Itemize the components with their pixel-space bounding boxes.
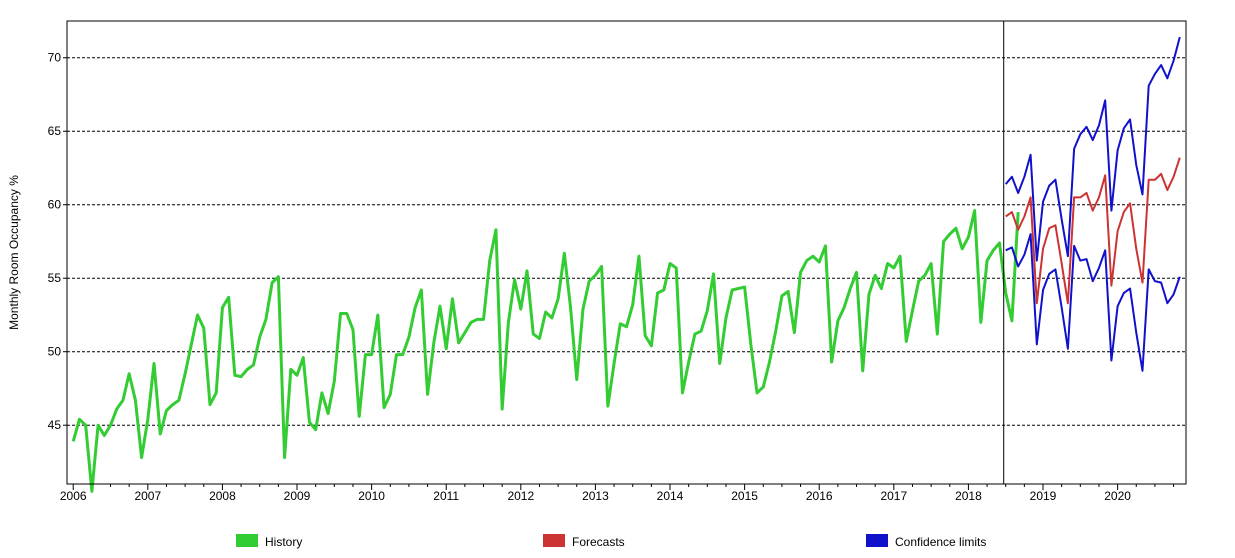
x-tick-label: 2013 — [582, 489, 609, 503]
x-tick-label: 2020 — [1104, 489, 1131, 503]
x-tick-label: 2006 — [60, 489, 87, 503]
x-tick-label: 2017 — [880, 489, 907, 503]
series-line — [1004, 36, 1181, 262]
plot-frame — [66, 20, 1187, 485]
axis-layer: 45 50 55 60 65 70 2006 2007 2008 2009 2010 2011 2012… — [48, 51, 1175, 503]
legend-label: History — [265, 535, 302, 549]
legend-swatch — [543, 534, 565, 547]
series-layer — [71, 36, 1181, 493]
legend-swatch — [866, 534, 888, 547]
series-line — [1005, 233, 1181, 372]
y-tick-label: 45 — [48, 418, 62, 432]
y-axis-label: Monthly Room Occupancy % — [7, 175, 21, 330]
x-tick-label: 2007 — [134, 489, 161, 503]
legend-swatch — [236, 534, 258, 547]
x-tick-label: 2012 — [507, 489, 534, 503]
x-tick-label: 2011 — [433, 489, 459, 503]
legend-label: Confidence limits — [895, 535, 986, 549]
y-tick-label: 50 — [48, 345, 62, 359]
x-tick-label: 2019 — [1030, 489, 1057, 503]
x-tick-label: 2015 — [731, 489, 758, 503]
y-tick-label: 60 — [48, 198, 62, 212]
y-tick-label: 65 — [48, 124, 62, 138]
y-tick-label: 70 — [48, 51, 62, 65]
x-tick-label: 2018 — [955, 489, 982, 503]
x-tick-label: 2014 — [657, 489, 684, 503]
y-tick-label: 55 — [48, 271, 62, 285]
series-line — [71, 209, 1020, 493]
x-tick-label: 2016 — [806, 489, 833, 503]
series-line — [1005, 157, 1181, 305]
x-tick-label: 2010 — [358, 489, 385, 503]
legend: History Forecasts Confidence limits — [236, 534, 986, 549]
frame-layer — [66, 20, 1187, 485]
x-tick-label: 2009 — [284, 489, 311, 503]
grid-layer — [67, 57, 1186, 426]
legend-label: Forecasts — [572, 535, 625, 549]
x-tick-label: 2008 — [209, 489, 236, 503]
